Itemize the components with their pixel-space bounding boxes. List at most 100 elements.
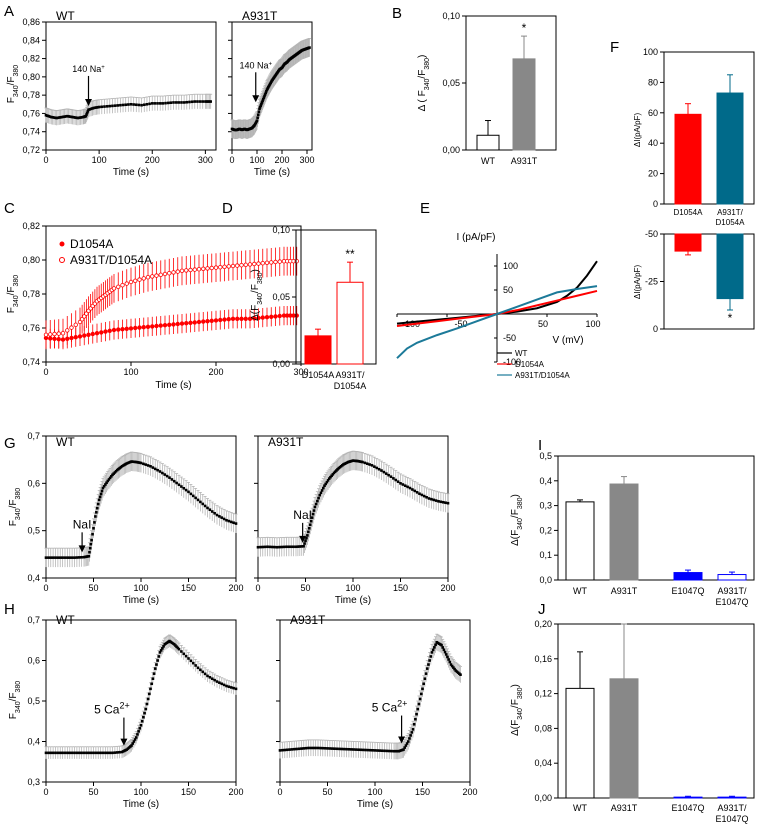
data-point bbox=[141, 276, 146, 281]
data-point bbox=[275, 545, 279, 549]
y-tick-label: 0,3 bbox=[27, 777, 40, 787]
data-point bbox=[297, 747, 301, 751]
stimulus-arrowhead bbox=[299, 535, 307, 543]
data-point bbox=[61, 115, 65, 119]
data-point bbox=[230, 263, 236, 269]
data-point bbox=[264, 315, 270, 320]
data-point bbox=[387, 749, 391, 753]
data-point bbox=[268, 545, 272, 549]
data-point bbox=[232, 521, 235, 525]
data-point bbox=[326, 479, 330, 482]
data-point bbox=[79, 116, 82, 119]
data-point bbox=[459, 673, 462, 676]
data-point bbox=[378, 749, 382, 752]
data-point bbox=[87, 108, 90, 112]
data-point bbox=[54, 556, 57, 559]
data-point bbox=[331, 473, 335, 476]
data-point bbox=[269, 314, 274, 319]
data-point bbox=[163, 473, 167, 476]
data-point bbox=[134, 736, 138, 739]
data-point bbox=[260, 102, 263, 106]
data-point bbox=[187, 490, 190, 494]
y-axis-label: ΔI(pA/pF) bbox=[633, 265, 642, 300]
data-point bbox=[409, 734, 412, 737]
data-point bbox=[77, 751, 81, 755]
data-point bbox=[289, 545, 293, 549]
data-point bbox=[234, 522, 238, 525]
data-point bbox=[230, 316, 236, 321]
data-point bbox=[434, 643, 437, 647]
data-point bbox=[120, 327, 125, 332]
y-tick-label: 0,00 bbox=[534, 793, 552, 803]
data-point bbox=[108, 751, 112, 755]
data-point bbox=[137, 103, 141, 107]
x-tick-label: 0 bbox=[43, 787, 48, 797]
data-point bbox=[124, 326, 129, 331]
y-tick-label: 60 bbox=[648, 108, 658, 118]
data-point bbox=[215, 513, 219, 517]
data-point bbox=[64, 115, 68, 118]
data-point bbox=[256, 116, 259, 120]
stimulus-label: 140 Na+ bbox=[239, 60, 272, 70]
data-point bbox=[70, 751, 74, 755]
data-point bbox=[167, 271, 172, 276]
data-point bbox=[150, 324, 155, 329]
data-point bbox=[119, 103, 122, 107]
data-point bbox=[296, 545, 300, 548]
data-point bbox=[154, 323, 159, 329]
panel-label-f: F bbox=[610, 39, 619, 56]
data-point bbox=[198, 100, 202, 103]
data-point bbox=[72, 116, 76, 119]
data-point bbox=[308, 46, 311, 49]
data-point bbox=[262, 96, 266, 99]
data-point bbox=[130, 744, 133, 747]
data-point bbox=[440, 643, 443, 647]
data-point bbox=[320, 489, 324, 492]
data-point bbox=[146, 697, 150, 701]
y-tick-label: 0,5 bbox=[27, 696, 40, 706]
data-point bbox=[309, 519, 313, 523]
panel-label-a: A bbox=[4, 3, 14, 20]
data-point bbox=[255, 119, 259, 123]
data-point bbox=[205, 319, 210, 324]
data-point bbox=[169, 101, 173, 104]
data-point bbox=[44, 751, 48, 755]
data-point bbox=[428, 659, 431, 662]
data-point bbox=[56, 116, 60, 120]
y-tick-label: 0,78 bbox=[22, 90, 40, 100]
bar bbox=[609, 483, 639, 581]
data-point bbox=[137, 730, 140, 733]
data-point bbox=[188, 100, 191, 104]
data-point bbox=[408, 737, 411, 740]
data-point bbox=[218, 317, 223, 323]
bar bbox=[609, 678, 639, 799]
data-point bbox=[124, 103, 127, 107]
data-point bbox=[167, 322, 172, 327]
data-point bbox=[424, 672, 428, 675]
data-point bbox=[317, 496, 320, 500]
data-point bbox=[150, 274, 155, 279]
data-point bbox=[452, 666, 455, 669]
data-point bbox=[56, 556, 60, 559]
data-point bbox=[273, 545, 276, 549]
data-point bbox=[97, 498, 101, 502]
data-point bbox=[88, 550, 91, 554]
data-point bbox=[137, 325, 142, 330]
data-point bbox=[323, 746, 327, 750]
data-point bbox=[281, 748, 284, 752]
data-point bbox=[422, 494, 426, 498]
data-point bbox=[364, 748, 367, 752]
x-tick-label: 200 bbox=[228, 583, 243, 593]
data-point bbox=[161, 471, 164, 475]
data-point bbox=[179, 321, 185, 326]
y-tick-label: 20 bbox=[648, 169, 658, 179]
data-point bbox=[58, 751, 62, 755]
data-point bbox=[380, 469, 383, 472]
data-point bbox=[396, 480, 400, 483]
x-tick-label: 150 bbox=[415, 787, 430, 797]
plot-frame bbox=[557, 623, 755, 799]
data-point bbox=[65, 328, 70, 333]
data-point bbox=[100, 105, 104, 109]
data-point bbox=[322, 486, 325, 490]
data-point bbox=[270, 545, 274, 549]
